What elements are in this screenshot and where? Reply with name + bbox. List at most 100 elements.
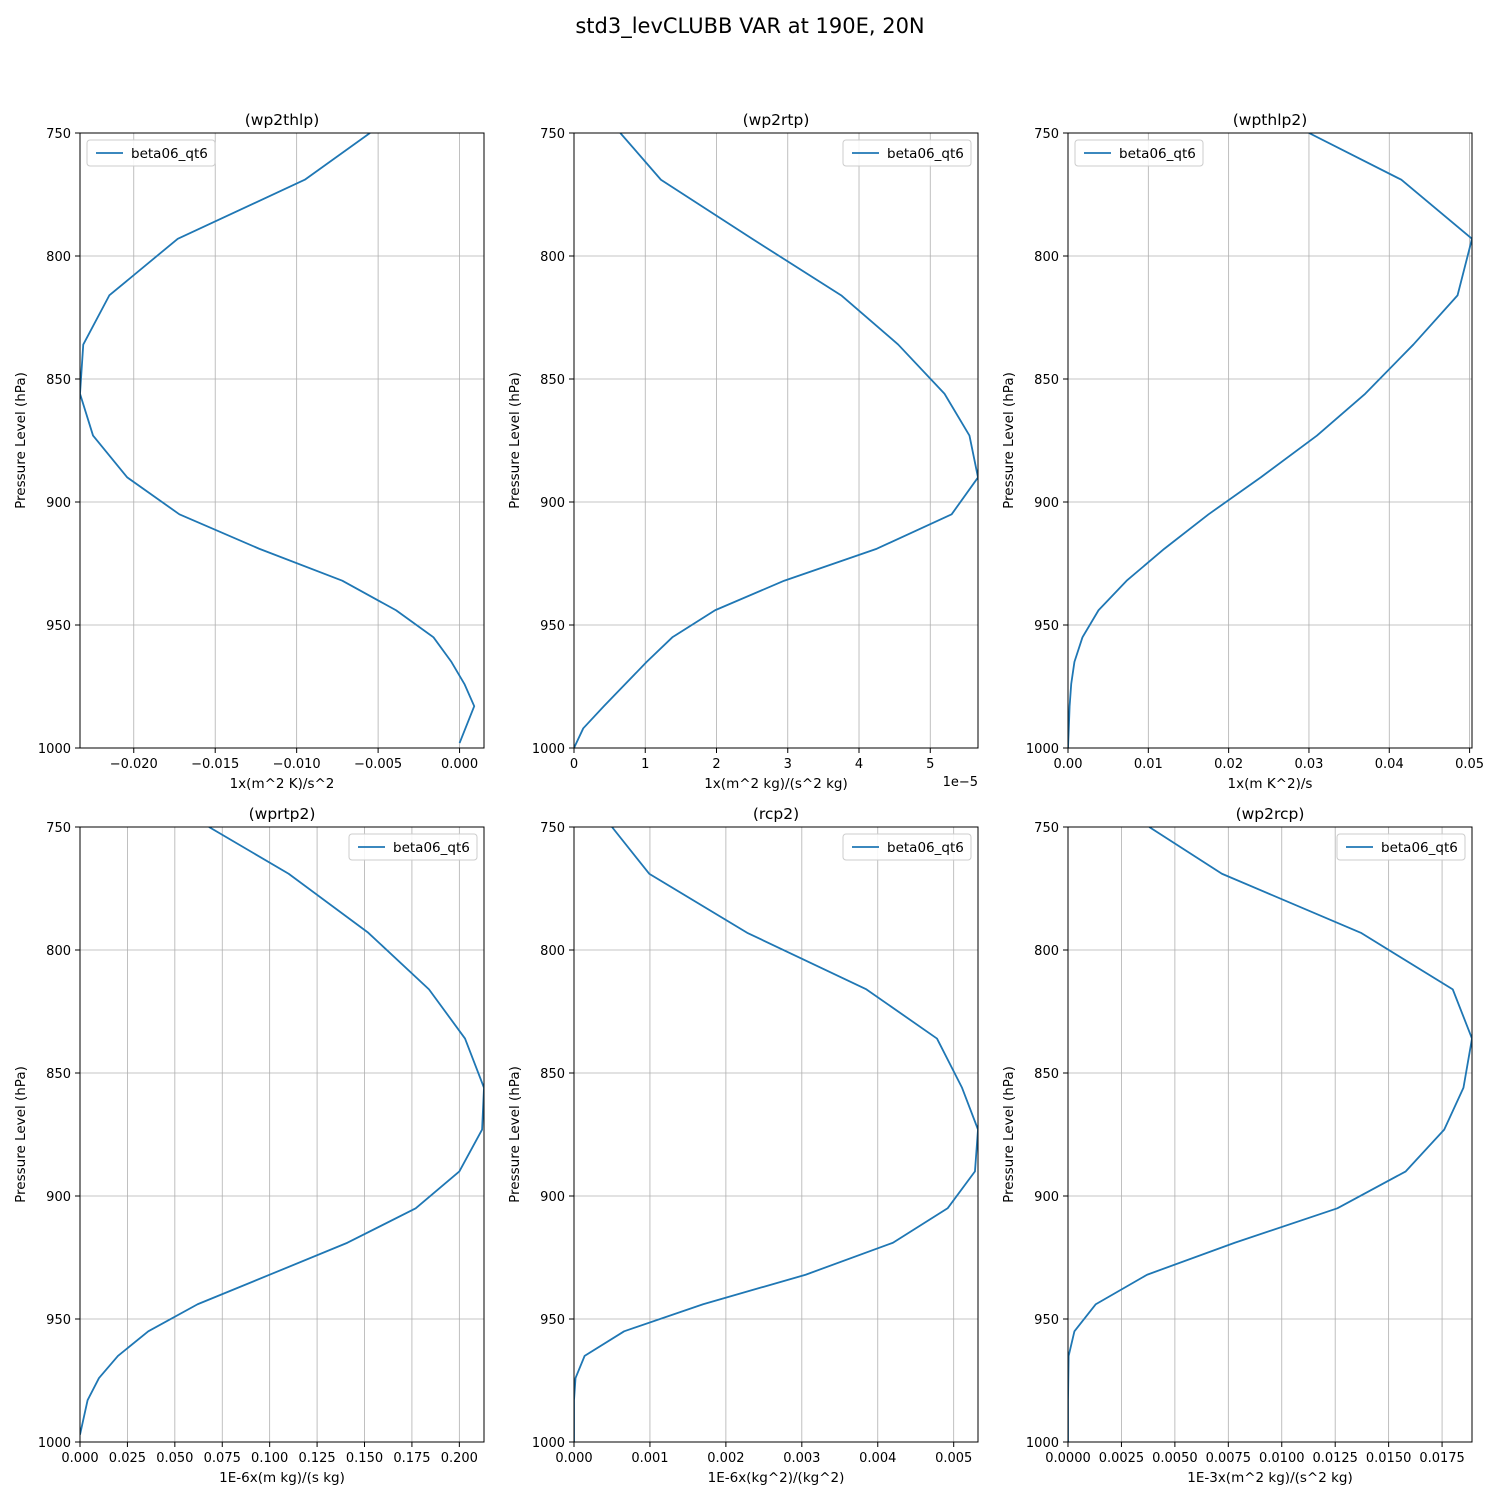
y-tick-label: 800 bbox=[46, 250, 71, 265]
legend-label: beta06_qt6 bbox=[393, 840, 470, 856]
x-offset-text: 1e−5 bbox=[943, 775, 978, 790]
x-tick-label: 3 bbox=[784, 757, 792, 772]
x-tick-label: 0.02 bbox=[1214, 757, 1243, 772]
x-tick-label: 0.100 bbox=[251, 1451, 288, 1466]
x-tick-label: 0.001 bbox=[631, 1451, 668, 1466]
y-tick-label: 950 bbox=[1034, 1313, 1059, 1328]
x-tick-label: 0.05 bbox=[1455, 757, 1484, 772]
axes-frame bbox=[1067, 826, 1473, 1443]
y-tick-label: 1000 bbox=[1026, 1436, 1059, 1451]
y-tick-label: 950 bbox=[540, 1313, 565, 1328]
x-tick-label: 0.0000 bbox=[1045, 1451, 1091, 1466]
y-tick-label: 750 bbox=[1034, 127, 1059, 142]
subplot-6: 0.0000 0.0025 0.0050 0.0075 0.0100 0.0125 0.01… bbox=[1001, 805, 1473, 1486]
subplot-title: (wp2rtp) bbox=[743, 111, 810, 129]
x-tick-label: 0.025 bbox=[109, 1451, 146, 1466]
subplot-1: −0.020 −0.015 −0.010 −0.005 0.000 750 800 850 90… bbox=[13, 111, 485, 792]
y-axis-label: Pressure Level (hPa) bbox=[1001, 1066, 1017, 1203]
x-tick-label: 0.000 bbox=[61, 1451, 98, 1466]
x-tick-label: 0.03 bbox=[1294, 757, 1323, 772]
subplot-2: 0 1 2 3 4 5 750 800 850 900 950 1000 (wp2rtp) 1x(m^2 … bbox=[507, 111, 979, 792]
subplot-title: (wprtp2) bbox=[249, 805, 316, 823]
legend-label: beta06_qt6 bbox=[1119, 146, 1196, 162]
y-tick-label: 800 bbox=[540, 944, 565, 959]
x-tick-label: 0.150 bbox=[346, 1451, 383, 1466]
legend: beta06_qt6 bbox=[86, 139, 216, 167]
x-axis-label: 1E-3x(m^2 kg)/(s^2 kg) bbox=[1187, 1470, 1353, 1486]
y-tick-label: 900 bbox=[1034, 1190, 1059, 1205]
y-tick-label: 900 bbox=[540, 1190, 565, 1205]
y-axis-label: Pressure Level (hPa) bbox=[13, 1066, 29, 1203]
legend-box bbox=[1074, 139, 1204, 167]
axes-frame bbox=[573, 132, 979, 749]
y-tick-label: 750 bbox=[540, 821, 565, 836]
x-tick-label: −0.015 bbox=[191, 757, 239, 772]
y-tick-label: 900 bbox=[1034, 496, 1059, 511]
y-tick-label: 750 bbox=[1034, 821, 1059, 836]
subplot-5: 0.000 0.001 0.002 0.003 0.004 0.005 750 800 850 9… bbox=[507, 805, 979, 1486]
x-tick-label: 0.0100 bbox=[1259, 1451, 1305, 1466]
series-line bbox=[574, 827, 978, 1442]
series-line bbox=[1068, 827, 1472, 1442]
y-tick-label: 1000 bbox=[38, 1436, 71, 1451]
legend-label: beta06_qt6 bbox=[887, 146, 964, 162]
x-tick-label: 0.075 bbox=[204, 1451, 241, 1466]
x-axis-label: 1x(m^2 K)/s^2 bbox=[230, 776, 335, 792]
x-axis-label: 1x(m^2 kg)/(s^2 kg) bbox=[704, 776, 848, 792]
y-tick-label: 800 bbox=[46, 944, 71, 959]
axes-frame bbox=[79, 826, 485, 1443]
legend: beta06_qt6 bbox=[842, 833, 972, 861]
x-tick-label: 0 bbox=[570, 757, 578, 772]
y-tick-label: 850 bbox=[1034, 373, 1059, 388]
y-tick-label: 1000 bbox=[532, 742, 565, 757]
y-tick-label: 950 bbox=[46, 619, 71, 634]
legend-box bbox=[842, 139, 972, 167]
x-tick-label: 0.00 bbox=[1054, 757, 1083, 772]
legend: beta06_qt6 bbox=[1074, 139, 1204, 167]
legend-label: beta06_qt6 bbox=[131, 146, 208, 162]
x-tick-label: 0.200 bbox=[441, 1451, 478, 1466]
x-tick-label: 4 bbox=[855, 757, 863, 772]
x-axis-label: 1E-6x(kg^2)/(kg^2) bbox=[708, 1470, 845, 1486]
x-tick-label: 0.050 bbox=[156, 1451, 193, 1466]
y-tick-label: 800 bbox=[540, 250, 565, 265]
x-tick-label: 0.0050 bbox=[1152, 1451, 1198, 1466]
y-axis-label: Pressure Level (hPa) bbox=[13, 372, 29, 509]
subplot-title: (wpthlp2) bbox=[1233, 111, 1308, 129]
y-axis-label: Pressure Level (hPa) bbox=[507, 372, 523, 509]
y-tick-label: 950 bbox=[540, 619, 565, 634]
legend: beta06_qt6 bbox=[842, 139, 972, 167]
y-tick-label: 750 bbox=[46, 821, 71, 836]
legend-box bbox=[842, 833, 972, 861]
y-tick-label: 950 bbox=[1034, 619, 1059, 634]
y-tick-label: 1000 bbox=[38, 742, 71, 757]
axes-frame bbox=[79, 132, 485, 749]
subplot-title: (wp2rcp) bbox=[1236, 805, 1305, 823]
y-tick-label: 800 bbox=[1034, 250, 1059, 265]
series-line bbox=[574, 133, 978, 748]
x-tick-label: 0.0075 bbox=[1206, 1451, 1252, 1466]
x-tick-label: 2 bbox=[712, 757, 720, 772]
x-tick-label: 0.0125 bbox=[1312, 1451, 1358, 1466]
x-tick-label: 0.003 bbox=[783, 1451, 820, 1466]
y-tick-label: 750 bbox=[540, 127, 565, 142]
subplot-title: (rcp2) bbox=[753, 805, 799, 823]
y-tick-label: 850 bbox=[46, 1067, 71, 1082]
x-tick-label: 0.04 bbox=[1375, 757, 1404, 772]
legend: beta06_qt6 bbox=[1336, 833, 1466, 861]
x-tick-label: 1 bbox=[641, 757, 649, 772]
figure-title: std3_levCLUBB VAR at 190E, 20N bbox=[575, 14, 925, 38]
x-tick-label: 0.0175 bbox=[1419, 1451, 1465, 1466]
x-tick-label: 0.004 bbox=[859, 1451, 896, 1466]
y-tick-label: 850 bbox=[46, 373, 71, 388]
axes-frame bbox=[1067, 132, 1473, 749]
legend-label: beta06_qt6 bbox=[1381, 840, 1458, 856]
x-tick-label: −0.010 bbox=[273, 757, 321, 772]
series-line bbox=[1068, 133, 1472, 748]
y-tick-label: 850 bbox=[1034, 1067, 1059, 1082]
y-tick-label: 1000 bbox=[532, 1436, 565, 1451]
legend-box bbox=[1336, 833, 1466, 861]
y-tick-label: 950 bbox=[46, 1313, 71, 1328]
series-line bbox=[80, 827, 484, 1435]
y-tick-label: 1000 bbox=[1026, 742, 1059, 757]
